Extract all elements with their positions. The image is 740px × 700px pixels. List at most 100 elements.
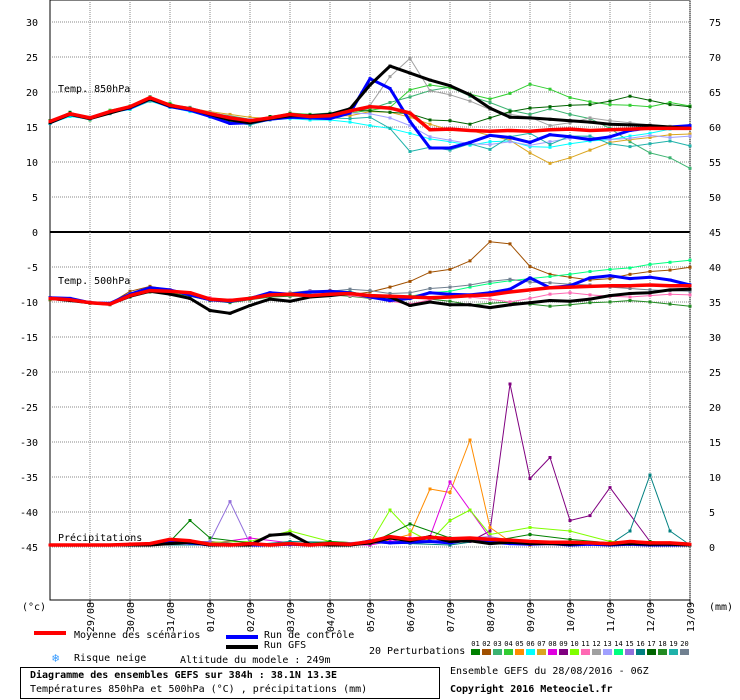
series-point [48,543,52,547]
series-point [628,94,632,98]
series-point [608,119,612,123]
left-tick-label: 20 [26,88,38,99]
perturbation-swatch [592,649,601,655]
series-point [408,119,412,123]
perturbation-legend-item: 17 [646,640,657,655]
legend-gfs-swatch [226,645,258,649]
series-point [608,486,612,490]
series-point [528,265,532,269]
series-point [508,277,512,281]
right-tick-label: 35 [709,298,721,309]
series-point [688,132,692,136]
perturbation-number: 02 [482,640,491,648]
series-point [408,295,412,299]
series-point [448,537,452,541]
panel-title-t850: Temp. 850hPa [58,84,130,95]
series-point [208,115,212,118]
series-point [628,299,632,303]
series-point [568,121,572,125]
perturbation-legend-item: 01 [470,640,481,655]
series-point [608,138,612,142]
series-point [408,115,412,119]
series-point [328,114,332,118]
series-point [428,296,432,300]
series-point [248,542,252,546]
series-point [568,285,572,289]
series-point [648,142,652,146]
series-point [268,291,272,295]
series-point [488,542,492,546]
series-point [428,146,432,150]
series-point [108,110,112,114]
series-point [468,536,472,540]
series-point [448,295,452,299]
series-point [628,529,632,533]
series-point [688,258,692,262]
series-point [228,112,232,116]
series-point [368,289,372,293]
series-point [468,508,472,512]
unit-left: (°c) [22,602,46,613]
left-tick-label: -10 [20,298,38,309]
series-point [388,291,392,295]
series-point [208,308,212,312]
chart-title: Diagramme des ensembles GEFS sur 384h : … [30,670,338,681]
series-point [648,473,652,477]
series-point [188,519,192,522]
x-tick-label: 31/08 [166,602,177,632]
perturbation-number: 08 [548,640,557,648]
series-point [548,107,552,111]
series-point [588,129,592,132]
series-point [208,540,212,543]
series-point [648,151,652,155]
series-point [488,526,492,529]
series-point [508,287,512,291]
series-point [588,148,592,152]
series-point [568,542,572,546]
series-point [568,103,572,107]
series-point [588,514,592,518]
series-point [48,296,52,300]
series-point [408,533,412,536]
series-point [488,535,492,539]
series-point [628,540,632,543]
perturbation-number: 12 [592,640,601,648]
right-tick-label: 65 [709,88,721,99]
x-tick-label: 12/09 [646,602,657,632]
series-point [348,294,352,298]
perturbation-number: 15 [625,640,634,648]
left-tick-label: -5 [26,263,38,274]
series-point [508,112,512,116]
series-point [488,279,492,283]
series-point [148,99,152,103]
series-point [588,541,592,545]
series-point [388,106,392,110]
series-point [488,106,492,110]
series-point [568,519,572,522]
series-point [688,287,692,291]
series-point [448,292,452,296]
series-point [248,115,252,119]
series-point [468,99,472,103]
series-point [388,285,392,289]
series-point [408,124,412,128]
series-point [88,301,92,305]
series-point [408,88,412,92]
series-point [208,297,212,301]
series-point [548,286,552,290]
series-point [488,537,492,541]
series-point [448,86,452,90]
series-point [608,284,612,288]
series-point [628,136,632,140]
series-point [528,112,532,116]
series-point [448,93,452,97]
series-point [168,289,172,293]
series-point [628,121,632,125]
series-point [648,291,652,295]
perturbation-swatch [680,649,689,655]
perturbation-legend-item: 08 [547,640,558,655]
perturbation-legend-item: 02 [481,640,492,655]
series-point [408,111,412,115]
series-point [548,272,552,276]
